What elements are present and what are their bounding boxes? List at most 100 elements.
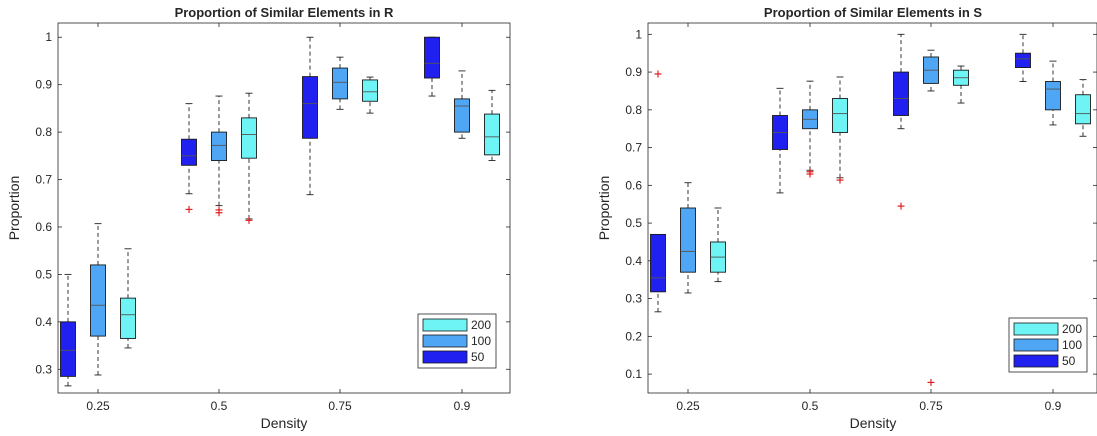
legend-swatch-200	[422, 318, 468, 332]
box-body	[211, 131, 227, 162]
box-50-0.25	[650, 70, 666, 313]
box-body	[1045, 81, 1061, 111]
box-100-0.25	[90, 223, 106, 376]
box-body	[832, 98, 848, 133]
y-tick-label: 0.5	[625, 216, 642, 230]
box-100-0.5	[211, 95, 227, 217]
box-body	[90, 264, 106, 337]
y-tick-label: 0.4	[35, 315, 52, 329]
y-tick-label: 0.7	[625, 141, 642, 155]
legend-swatch-200	[1013, 322, 1059, 336]
y-tick-label: 1	[635, 27, 642, 41]
y-tick-label: 0.9	[625, 65, 642, 79]
y-tick-label: 1	[45, 30, 52, 44]
box-body	[484, 113, 500, 156]
box-50-0.9	[424, 36, 440, 97]
chart-panel-2: Proportion of Similar Elements in S 0.1 0.…	[596, 5, 1097, 431]
box-body	[362, 79, 378, 102]
box-100-0.25	[680, 182, 696, 294]
box-200-0.9	[1075, 79, 1091, 137]
box-50-0.75	[302, 36, 318, 196]
box-100-0.9	[454, 70, 470, 139]
outlier-marker	[897, 202, 905, 210]
legend-label-200: 200	[1062, 322, 1082, 336]
box-200-0.5	[832, 76, 848, 184]
y-tick-label: 0.8	[35, 125, 52, 139]
legend-swatch-50	[1013, 354, 1059, 368]
box-200-0.75	[362, 76, 378, 114]
x-tick-label: 0.75	[919, 399, 943, 413]
x-axis-label: Density	[261, 415, 308, 431]
box-body	[424, 36, 440, 79]
y-tick-label: 0.1	[625, 367, 642, 381]
box-100-0.75	[332, 56, 348, 110]
y-tick-label: 0.8	[625, 103, 642, 117]
box-body	[1075, 94, 1091, 125]
box-200-0.5	[241, 92, 257, 224]
box-body	[650, 233, 666, 293]
outlier-marker	[806, 168, 814, 176]
y-tick-label: 0.3	[625, 292, 642, 306]
legend-swatch-50	[422, 350, 468, 364]
y-tick-label: 0.6	[35, 220, 52, 234]
y-tick-label: 0.2	[625, 329, 642, 343]
y-axis-label: Proportion	[596, 176, 612, 241]
x-axis-label: Density	[850, 415, 897, 431]
x-tick-label: 0.9	[1045, 399, 1062, 413]
box-body	[1015, 52, 1031, 69]
x-tick-label: 0.5	[802, 399, 819, 413]
box-body	[120, 297, 136, 339]
box-200-0.25	[120, 248, 136, 349]
box-50-0.5	[772, 87, 788, 194]
box-200-0.25	[710, 207, 726, 283]
box-body	[60, 321, 76, 377]
box-body	[680, 207, 696, 273]
legend-label-200: 200	[471, 318, 491, 332]
box-200-0.9	[484, 89, 500, 162]
box-body	[181, 138, 197, 166]
box-100-0.9	[1045, 60, 1061, 126]
y-tick-label: 0.9	[35, 78, 52, 92]
y-tick-label: 0.7	[35, 173, 52, 187]
legend-swatch-100	[1013, 338, 1059, 352]
box-100-0.5	[802, 80, 818, 178]
box-100-0.75	[923, 49, 939, 386]
legend-label-50: 50	[1062, 354, 1076, 368]
y-axis-label: Proportion	[6, 176, 22, 241]
legend-label-100: 100	[471, 334, 491, 348]
legend-label-100: 100	[1062, 338, 1082, 352]
y-tick-label: 0.3	[35, 362, 52, 376]
box-body	[454, 98, 470, 133]
box-50-0.75	[893, 33, 909, 210]
y-tick-label: 0.5	[35, 267, 52, 281]
box-50-0.25	[60, 273, 76, 387]
chart-title: Proportion of Similar Elements in S	[764, 5, 982, 20]
y-tick-label: 0.6	[625, 178, 642, 192]
box-body	[302, 76, 318, 139]
x-tick-label: 0.75	[328, 399, 352, 413]
outlier-marker	[245, 216, 253, 224]
outlier-marker	[185, 205, 193, 213]
box-200-0.75	[953, 65, 969, 104]
x-tick-label: 0.25	[676, 399, 700, 413]
outlier-marker	[836, 176, 844, 184]
box-body	[332, 67, 348, 100]
y-tick-label: 0.4	[625, 254, 642, 268]
box-body	[241, 117, 257, 159]
legend-swatch-100	[422, 334, 468, 348]
legend: 200 100 50	[1008, 317, 1088, 373]
x-tick-label: 0.5	[211, 399, 228, 413]
outlier-marker	[215, 206, 223, 214]
x-tick-label: 0.25	[86, 399, 110, 413]
legend: 200 100 50	[417, 313, 497, 369]
box-50-0.5	[181, 103, 197, 213]
legend-label-50: 50	[471, 350, 485, 364]
x-tick-label: 0.9	[454, 399, 471, 413]
chart-title: Proportion of Similar Elements in R	[175, 5, 394, 20]
outlier-marker	[654, 70, 662, 78]
chart-panel-1: Proportion of Similar Elements in R 0.3 0.…	[6, 5, 511, 431]
outlier-marker	[927, 378, 935, 386]
box-50-0.9	[1015, 33, 1031, 82]
box-body	[893, 71, 909, 116]
